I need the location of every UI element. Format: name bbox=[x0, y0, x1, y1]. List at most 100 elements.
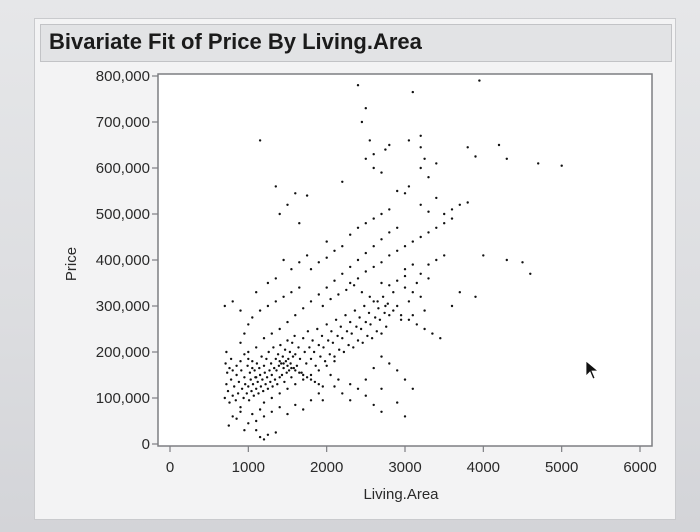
data-point bbox=[231, 415, 234, 418]
data-point bbox=[458, 203, 461, 206]
data-point bbox=[435, 258, 438, 262]
y-tick-label: 600,000 bbox=[96, 160, 150, 177]
data-point bbox=[291, 355, 295, 358]
data-point bbox=[255, 362, 259, 365]
data-point bbox=[298, 371, 301, 374]
data-point bbox=[260, 355, 263, 358]
data-point bbox=[380, 281, 383, 285]
data-point bbox=[225, 383, 228, 386]
data-point bbox=[370, 337, 374, 340]
data-point bbox=[388, 143, 391, 147]
data-point bbox=[341, 245, 344, 248]
data-point bbox=[333, 279, 336, 282]
data-point bbox=[239, 406, 242, 409]
data-point bbox=[329, 373, 332, 377]
data-point bbox=[330, 330, 333, 333]
data-point bbox=[272, 346, 275, 349]
data-point bbox=[353, 309, 357, 312]
data-point bbox=[262, 337, 266, 340]
data-point bbox=[411, 314, 414, 317]
data-point bbox=[245, 392, 248, 395]
data-point bbox=[372, 366, 375, 370]
data-point bbox=[367, 311, 371, 315]
data-point bbox=[423, 309, 426, 312]
data-point bbox=[285, 371, 288, 374]
data-point bbox=[386, 302, 389, 305]
y-tick-label: 700,000 bbox=[96, 114, 150, 131]
data-point bbox=[279, 343, 282, 347]
data-point bbox=[320, 334, 324, 338]
data-point bbox=[380, 171, 383, 174]
data-point bbox=[228, 366, 231, 370]
data-point bbox=[474, 295, 477, 298]
report-title-bar[interactable]: Bivariate Fit of Price By Living.Area bbox=[40, 24, 672, 62]
data-point bbox=[280, 362, 283, 365]
data-point bbox=[435, 162, 438, 165]
data-point bbox=[284, 360, 288, 363]
data-point bbox=[325, 323, 328, 326]
data-point bbox=[356, 84, 360, 87]
data-point bbox=[380, 355, 383, 358]
data-point bbox=[317, 383, 320, 386]
data-point bbox=[240, 387, 244, 390]
data-point bbox=[380, 212, 383, 216]
data-point bbox=[234, 399, 237, 402]
data-point bbox=[338, 348, 341, 351]
data-point bbox=[427, 263, 430, 266]
data-point bbox=[344, 314, 347, 317]
data-point bbox=[294, 353, 297, 356]
data-point bbox=[240, 369, 243, 372]
y-tick-label: 100,000 bbox=[96, 390, 150, 407]
data-point bbox=[321, 399, 324, 402]
data-point bbox=[309, 300, 313, 303]
data-point bbox=[302, 307, 305, 310]
data-point bbox=[347, 343, 350, 347]
data-point bbox=[352, 284, 356, 287]
data-point bbox=[274, 300, 277, 303]
data-point bbox=[247, 323, 250, 326]
data-point bbox=[231, 300, 234, 303]
data-point bbox=[396, 249, 399, 252]
data-point bbox=[243, 332, 246, 335]
data-point bbox=[415, 323, 418, 326]
data-point bbox=[243, 429, 246, 432]
data-point bbox=[253, 369, 256, 372]
x-tick-label: 0 bbox=[166, 459, 174, 476]
data-point bbox=[355, 325, 358, 328]
data-point bbox=[443, 212, 446, 216]
data-point bbox=[317, 392, 320, 395]
data-point bbox=[381, 295, 385, 298]
data-point bbox=[239, 360, 242, 363]
data-point bbox=[350, 332, 353, 335]
data-point bbox=[341, 272, 344, 275]
data-point bbox=[302, 373, 305, 377]
data-point bbox=[396, 189, 399, 193]
data-point bbox=[283, 348, 287, 351]
data-point bbox=[427, 231, 430, 234]
data-point bbox=[411, 90, 414, 94]
x-tick-label: 3000 bbox=[388, 459, 421, 476]
data-point bbox=[258, 435, 262, 439]
data-point bbox=[364, 270, 367, 273]
data-point bbox=[305, 376, 309, 379]
data-point bbox=[289, 362, 292, 365]
data-point bbox=[378, 318, 382, 321]
data-point bbox=[298, 261, 301, 264]
data-point bbox=[537, 162, 540, 165]
data-point bbox=[278, 360, 281, 363]
data-point bbox=[244, 383, 247, 386]
data-point bbox=[277, 364, 281, 367]
data-point bbox=[273, 378, 277, 381]
data-point bbox=[372, 403, 375, 407]
data-point bbox=[399, 314, 403, 317]
data-point bbox=[233, 385, 236, 388]
data-point bbox=[270, 332, 273, 335]
data-point bbox=[396, 226, 399, 229]
data-point bbox=[286, 387, 289, 390]
data-point bbox=[309, 399, 313, 402]
data-point bbox=[237, 380, 241, 384]
data-point bbox=[265, 376, 269, 379]
data-point bbox=[317, 343, 320, 347]
data-point bbox=[478, 79, 481, 82]
